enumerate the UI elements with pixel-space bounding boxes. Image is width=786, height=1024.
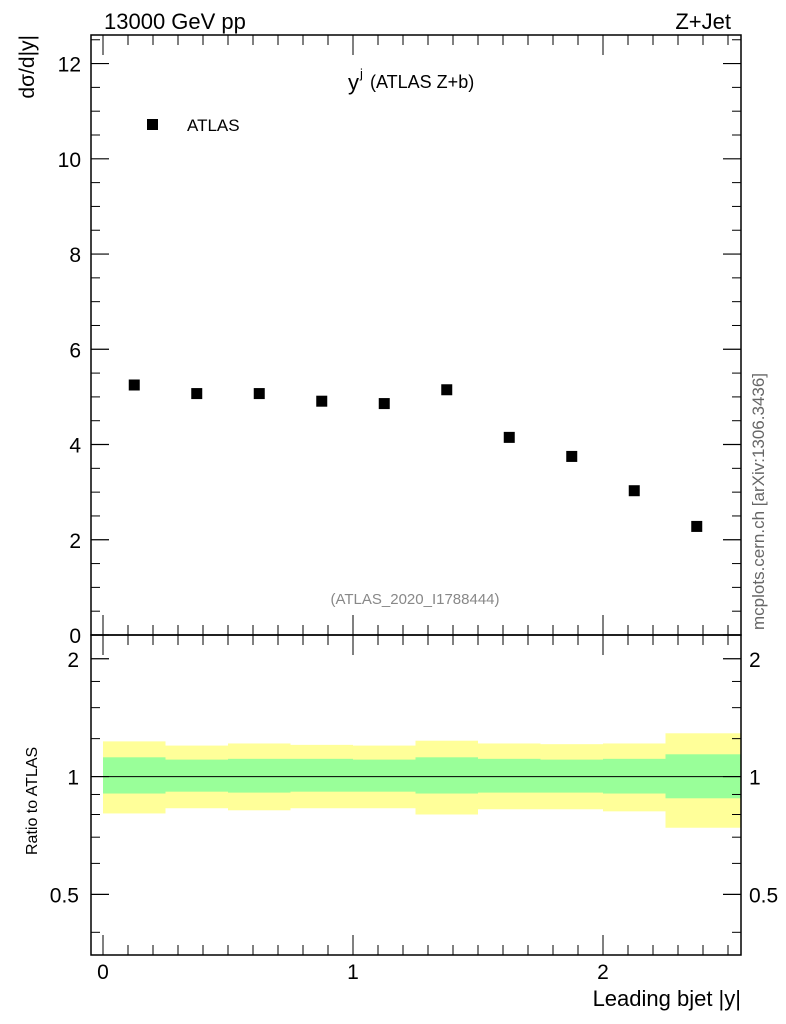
ratio-y-label: Ratio to ATLAS: [24, 747, 41, 855]
ratio-y-tick-label: 0.5: [50, 884, 79, 907]
ratio-band-green: [478, 758, 541, 793]
legend-label: ATLAS: [187, 116, 240, 135]
ratio-band-green: [353, 759, 416, 792]
header-left: 13000 GeV pp: [104, 9, 246, 34]
chart-title-sup: j: [359, 66, 363, 81]
data-points: [128, 379, 703, 532]
ratio-y-tick-label-right: 0.5: [749, 884, 778, 907]
ratio-x-tick-label: 1: [347, 961, 359, 984]
main-x-ticks: [102, 35, 729, 635]
x-axis-label: Leading bjet |y|: [593, 986, 741, 1011]
data-point: [503, 431, 515, 443]
ratio-y-tick-label: 1: [67, 767, 79, 790]
data-point: [691, 520, 703, 532]
ratio-y-tick-label: 2: [67, 649, 79, 672]
main-panel: 0 2 4 6 8 10 12 y j (ATLAS Z+b) ATLAS (ATLAS_2…: [16, 34, 742, 648]
main-y-axis: 0 2 4 6 8 10 12: [58, 39, 741, 648]
data-point: [378, 398, 390, 410]
main-y-tick-label: 6: [69, 339, 81, 362]
ratio-band-green: [165, 759, 228, 792]
ratio-x-axis: 0 1 2: [97, 635, 729, 984]
data-point: [128, 379, 140, 391]
ratio-y-axis: 0.5 0.5 1 1 2 2: [50, 649, 778, 933]
ratio-band-green: [290, 758, 353, 792]
ratio-band-green: [103, 757, 166, 794]
ratio-panel: 0.5 0.5 1 1 2 2 0 1 2 Ratio to ATLAS Leading bj…: [24, 634, 778, 1011]
data-point: [628, 485, 640, 497]
main-y-tick-label: 0: [69, 625, 81, 648]
data-point: [441, 384, 453, 396]
ratio-band-green: [228, 758, 291, 793]
data-point: [253, 388, 265, 400]
legend-marker: [147, 119, 158, 130]
main-y-tick-label: 2: [69, 530, 81, 553]
ratio-y-tick-label-right: 2: [749, 649, 761, 672]
ratio-x-tick-label: 0: [97, 961, 109, 984]
data-point: [191, 388, 203, 400]
main-y-label: dσ/d|y|: [16, 35, 39, 99]
ratio-x-tick-label: 2: [597, 961, 609, 984]
header-right: Z+Jet: [675, 9, 731, 34]
chart-title-main: y: [348, 70, 359, 95]
chart-title-rest: (ATLAS Z+b): [370, 72, 474, 92]
side-label: mcplots.cern.ch [arXiv:1306.3436]: [749, 373, 768, 630]
main-y-tick-label: 8: [69, 244, 81, 267]
analysis-label: (ATLAS_2020_I1788444): [330, 591, 499, 608]
ratio-bands: [103, 733, 741, 828]
ratio-band-green: [415, 757, 478, 794]
ratio-y-tick-label-right: 1: [749, 767, 761, 790]
main-y-tick-label: 12: [58, 54, 81, 77]
main-y-tick-label: 10: [58, 149, 81, 172]
main-y-tick-label: 4: [69, 435, 81, 458]
ratio-frame: [90, 634, 742, 956]
data-point: [316, 395, 328, 407]
data-point: [566, 450, 578, 462]
